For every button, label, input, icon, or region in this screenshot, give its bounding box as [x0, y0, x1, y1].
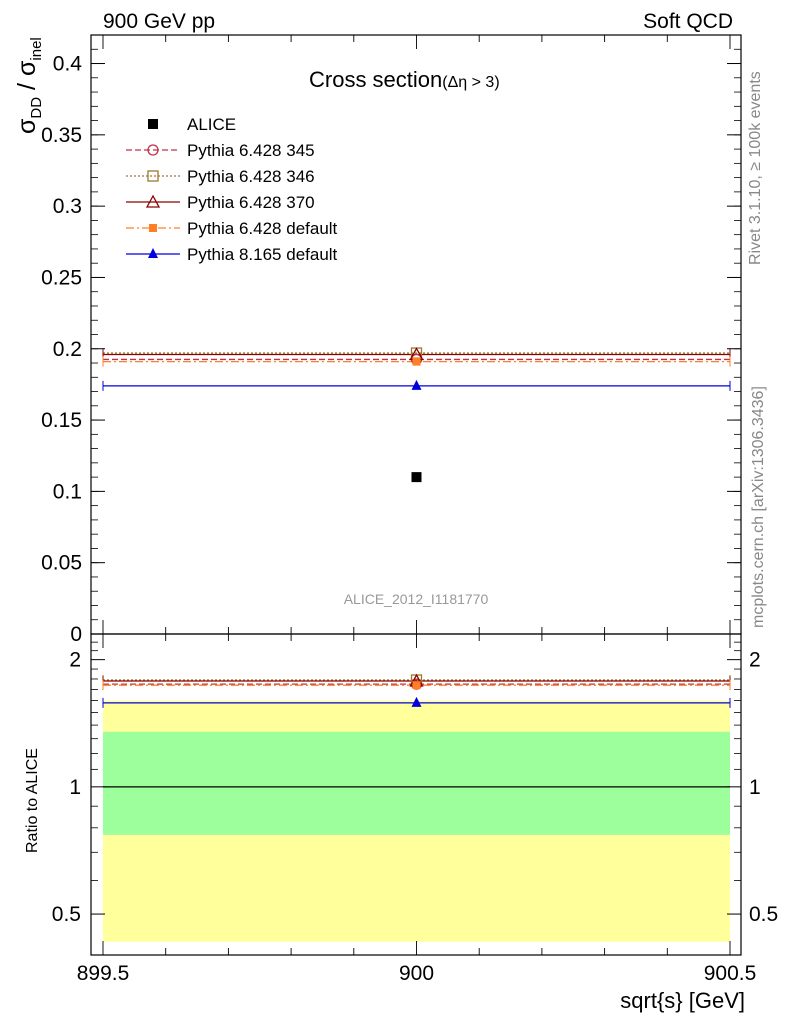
category-label: Soft QCD [643, 10, 733, 33]
y-tick-label: 0.2 [53, 338, 82, 361]
legend-item-alice: ALICE [148, 115, 236, 134]
legend-marker [149, 224, 157, 232]
analysis-id: ALICE_2012_I1181770 [344, 591, 489, 607]
energy-label: 900 GeV pp [103, 10, 215, 33]
data-point-p8def [411, 379, 422, 390]
y-tick-label: 0.15 [41, 409, 82, 432]
ratio-y-tick-label-right: 0.5 [749, 903, 778, 926]
main-panel: 0 0.05 0.1 0.15 0.2 0.25 0.3 0.35 0.4 [41, 34, 742, 646]
legend-label: Pythia 6.428 346 [187, 167, 315, 186]
data-point-p6def [412, 357, 421, 366]
chart-title: Cross section(Δη > 3) [309, 67, 500, 92]
legend-item-p345: Pythia 6.428 345 [126, 141, 315, 160]
y-tick-label: 0 [70, 623, 82, 646]
legend-item-p370: Pythia 6.428 370 [126, 193, 315, 212]
mcplots-label: mcplots.cern.ch [arXiv:1306.3436] [750, 386, 767, 628]
legend-marker [145, 194, 161, 208]
y-tick-label: 0.35 [41, 124, 82, 147]
legend-label: Pythia 6.428 default [187, 219, 338, 238]
x-axis-label: sqrt{s} [GeV] [620, 988, 745, 1013]
ratio-y-tick-label: 1 [69, 776, 81, 799]
y-tick-label: 0.05 [41, 552, 82, 575]
legend-item-p346: Pythia 6.428 346 [126, 167, 315, 186]
ratio-point-p8def [411, 696, 422, 707]
legend-item-p6def: Pythia 6.428 default [126, 219, 338, 238]
legend-label: Pythia 8.165 default [187, 245, 338, 264]
y-tick-label: 0.25 [41, 266, 82, 289]
legend-marker [148, 119, 158, 129]
ratio-y-tick-label: 0.5 [52, 903, 81, 926]
ratio-y-tick-label-right: 1 [749, 776, 761, 799]
ratio-y-tick-label-right: 2 [749, 649, 761, 672]
data-point-alice [411, 472, 422, 483]
legend-label: Pythia 6.428 345 [187, 141, 315, 160]
legend-marker [147, 170, 159, 182]
legend: ALICE Pythia 6.428 345 Pythia 6.428 346 Pyt… [126, 115, 338, 264]
ratio-panel: 0.5 0.5 1 1 2 2 899.5 900 900.5 [52, 633, 778, 985]
uncertainty-band-inner [103, 731, 730, 835]
ratio-frame [90, 633, 742, 956]
legend-marker [147, 144, 159, 156]
ratio-point-p6def [412, 681, 421, 690]
main-y-axis-label: σDD / σinel [13, 37, 45, 134]
rivet-label: Rivet 3.1.10, ≥ 100k events [747, 71, 764, 265]
legend-label: ALICE [187, 115, 236, 134]
legend-marker [148, 248, 158, 258]
y-tick-label: 0.1 [53, 480, 82, 503]
y-tick-label: 0.4 [53, 53, 83, 76]
y-tick-label: 0.3 [53, 195, 82, 218]
x-tick-label: 900.5 [704, 962, 757, 985]
ratio-y-tick-label: 2 [69, 649, 81, 672]
legend-item-p8def: Pythia 8.165 default [126, 245, 338, 264]
x-tick-label: 900 [399, 962, 434, 985]
legend-label: Pythia 6.428 370 [187, 193, 315, 212]
ratio-y-axis-label: Ratio to ALICE [24, 748, 41, 853]
x-tick-label: 899.5 [77, 962, 130, 985]
